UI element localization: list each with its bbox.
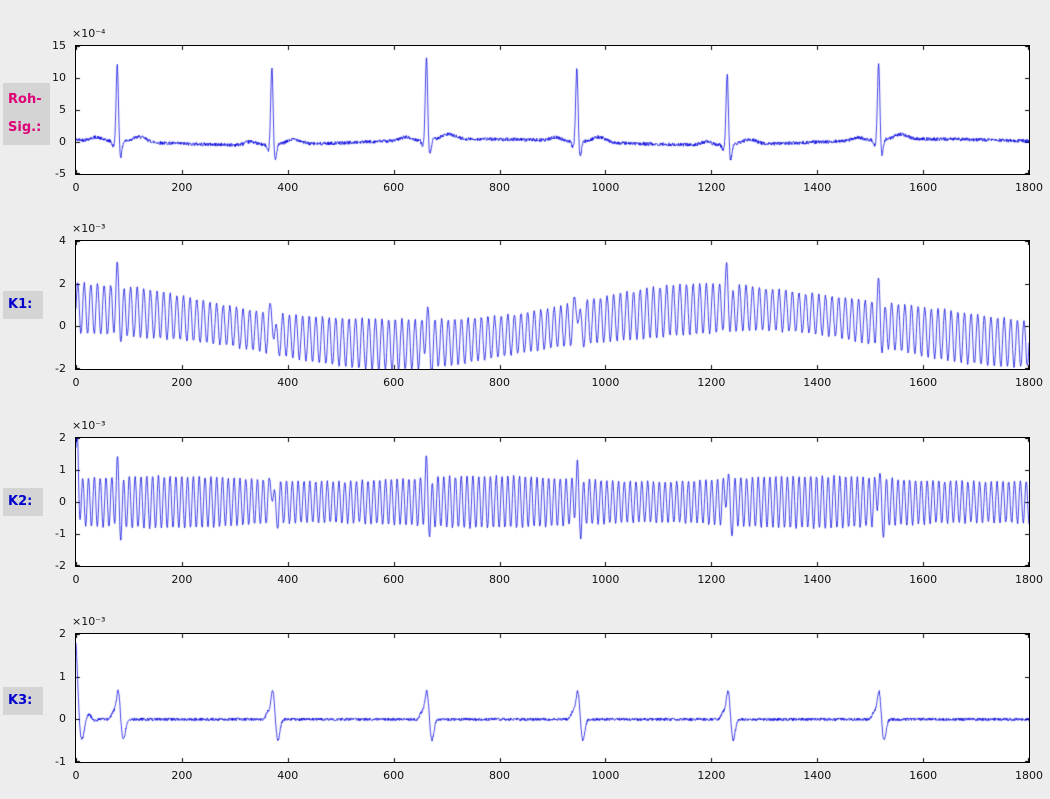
x-tick-label: 600 (383, 769, 405, 782)
y-tick-label: -1 (55, 527, 66, 540)
y-tick-label: 2 (59, 276, 66, 290)
x-tick-label: 1200 (697, 573, 726, 586)
x-tick-label: 1800 (1015, 769, 1043, 782)
x-tick-label: 0 (72, 573, 80, 586)
x-tick-label: 600 (383, 376, 405, 389)
x-tick-label: 400 (277, 573, 299, 586)
x-tick-label: 1600 (909, 573, 938, 586)
y-tick-label: 0 (59, 712, 66, 726)
plot-axes-k2 (75, 437, 1030, 567)
y-exponent-label: ×10⁻³ (72, 615, 106, 628)
x-tick-label: 800 (489, 573, 511, 586)
y-tick-label: 0 (59, 495, 66, 508)
x-tick-label: 1400 (803, 573, 832, 586)
waveform-canvas-k3 (76, 634, 1029, 762)
x-tick-label: 1200 (697, 769, 726, 782)
y-tick-label: 2 (59, 627, 66, 640)
row-label-k1: K1: (3, 291, 43, 319)
y-tick-label: -2 (55, 559, 66, 572)
x-tick-label: 200 (171, 181, 193, 194)
y-tick-label: 1 (59, 463, 66, 476)
y-tick-label: 5 (59, 103, 66, 116)
x-tick-label: 1000 (591, 769, 620, 782)
x-tick-label: 400 (277, 376, 299, 389)
x-tick-label: 600 (383, 181, 405, 194)
y-tick-label: -5 (55, 167, 66, 180)
y-exponent-label: ×10⁻³ (72, 222, 106, 235)
y-tick-label: 4 (59, 234, 66, 247)
y-tick-label: -2 (55, 362, 66, 375)
x-tick-label: 1400 (803, 769, 832, 782)
y-axis-tick-labels: -2 0 2 4 (22, 234, 70, 375)
x-tick-label: 1000 (591, 376, 620, 389)
plot-axes-k1 (75, 240, 1030, 370)
row-label-roh-sig: Roh- Sig.: (3, 83, 50, 145)
y-exponent-label: ×10⁻⁴ (72, 27, 106, 40)
x-axis-tick-labels: 0 200 400 600 800 1000 1200 1400 1600 1800 (73, 571, 1044, 587)
x-tick-label: 1600 (909, 181, 938, 194)
x-axis-tick-labels: 0 200 400 600 800 1000 1200 1400 1600 1800 (73, 767, 1044, 783)
plot-axes-k3 (75, 633, 1030, 763)
x-tick-label: 800 (489, 376, 511, 389)
x-tick-label: 1000 (591, 573, 620, 586)
plot-axes-roh-signal (75, 45, 1030, 175)
x-tick-label: 200 (171, 573, 193, 586)
x-tick-label: 600 (383, 573, 405, 586)
x-tick-label: 0 (72, 181, 80, 194)
y-axis-tick-labels: -2 -1 0 1 2 (22, 431, 70, 572)
y-tick-label: 2 (59, 431, 66, 444)
x-tick-label: 200 (171, 376, 193, 389)
x-tick-label: 0 (72, 376, 80, 389)
x-tick-label: 1200 (697, 376, 726, 389)
x-tick-label: 200 (171, 769, 193, 782)
y-tick-label: 0 (59, 319, 66, 333)
x-tick-label: 1000 (591, 181, 620, 194)
x-tick-label: 1600 (909, 769, 938, 782)
x-tick-label: 1400 (803, 376, 832, 389)
x-axis-tick-labels: 0 200 400 600 800 1000 1200 1400 1600 1800 (73, 374, 1044, 390)
waveform-canvas-k2 (76, 438, 1029, 566)
y-tick-label: 10 (52, 71, 66, 84)
x-tick-label: 1200 (697, 181, 726, 194)
x-tick-label: 0 (72, 769, 80, 782)
y-tick-label: 15 (52, 39, 66, 52)
x-tick-label: 800 (489, 181, 511, 194)
x-tick-label: 1800 (1015, 376, 1043, 389)
row-label-k3: K3: (3, 687, 43, 715)
y-axis-tick-labels: -1 0 1 2 (22, 627, 70, 768)
x-tick-label: 1800 (1015, 573, 1043, 586)
x-tick-label: 400 (277, 769, 299, 782)
waveform-canvas-roh-signal (76, 46, 1029, 174)
x-tick-label: 1800 (1015, 181, 1043, 194)
x-tick-label: 800 (489, 769, 511, 782)
y-tick-label: 1 (59, 669, 66, 683)
y-tick-label: -1 (55, 755, 66, 768)
x-axis-tick-labels: 0 200 400 600 800 1000 1200 1400 1600 1800 (73, 179, 1044, 195)
x-tick-label: 1400 (803, 181, 832, 194)
x-tick-label: 400 (277, 181, 299, 194)
y-axis-tick-labels: -5 0 5 10 15 (22, 39, 70, 180)
y-tick-label: 0 (59, 135, 66, 148)
row-label-k2: K2: (3, 488, 43, 516)
y-exponent-label: ×10⁻³ (72, 419, 106, 432)
waveform-canvas-k1 (76, 241, 1029, 369)
x-tick-label: 1600 (909, 376, 938, 389)
